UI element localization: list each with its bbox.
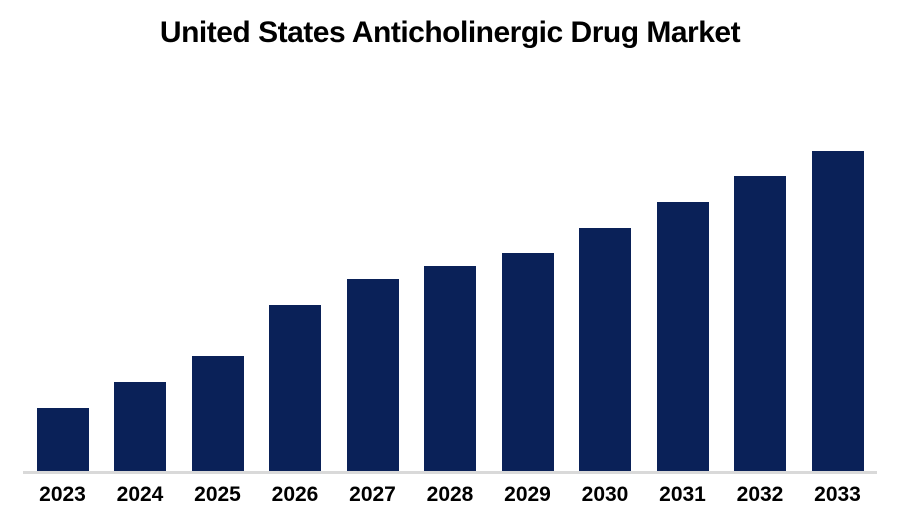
bar-2030 (579, 228, 631, 471)
plot-area (23, 98, 877, 474)
bar-2028 (424, 266, 476, 471)
chart-title: United States Anticholinergic Drug Marke… (159, 16, 741, 49)
x-tick-label-2027: 2027 (349, 483, 396, 506)
x-tick-label-2029: 2029 (504, 483, 551, 506)
x-axis-labels: 2023 2024 2025 2026 2027 2028 2029 2030 2031 2032… (23, 483, 877, 507)
bar-2023 (36, 408, 89, 471)
bar-column-2029 (501, 98, 554, 471)
x-tick-label-2032: 2032 (736, 483, 784, 506)
bar-column-2026 (269, 98, 321, 471)
x-tick-label-2023: 2023 (39, 483, 86, 506)
x-tick-label-2026: 2026 (271, 483, 319, 506)
bar-2032 (734, 176, 786, 471)
bar-column-2024 (114, 98, 166, 471)
bar-column-2023 (36, 98, 89, 471)
bar-column-2032 (734, 98, 786, 471)
x-tick-label-2030: 2030 (581, 483, 629, 506)
bar-2026 (269, 305, 321, 471)
bar-2025 (191, 356, 244, 471)
x-tick-label-2033: 2033 (814, 483, 861, 506)
bar-2029 (501, 253, 554, 471)
bar-column-2028 (424, 98, 476, 471)
bar-2031 (656, 202, 709, 471)
x-tick-label-2025: 2025 (194, 483, 241, 506)
bar-column-2033 (811, 98, 864, 471)
x-tick-label-2024: 2024 (116, 483, 164, 506)
x-tick-label-2028: 2028 (426, 483, 474, 506)
bar-column-2031 (656, 98, 709, 471)
bar-2027 (346, 279, 399, 471)
bar-column-2030 (579, 98, 631, 471)
bar-column-2027 (346, 98, 399, 471)
bar-2024 (114, 382, 166, 471)
x-tick-label-2031: 2031 (659, 483, 706, 506)
bar-2033 (811, 151, 864, 471)
bar-column-2025 (191, 98, 244, 471)
